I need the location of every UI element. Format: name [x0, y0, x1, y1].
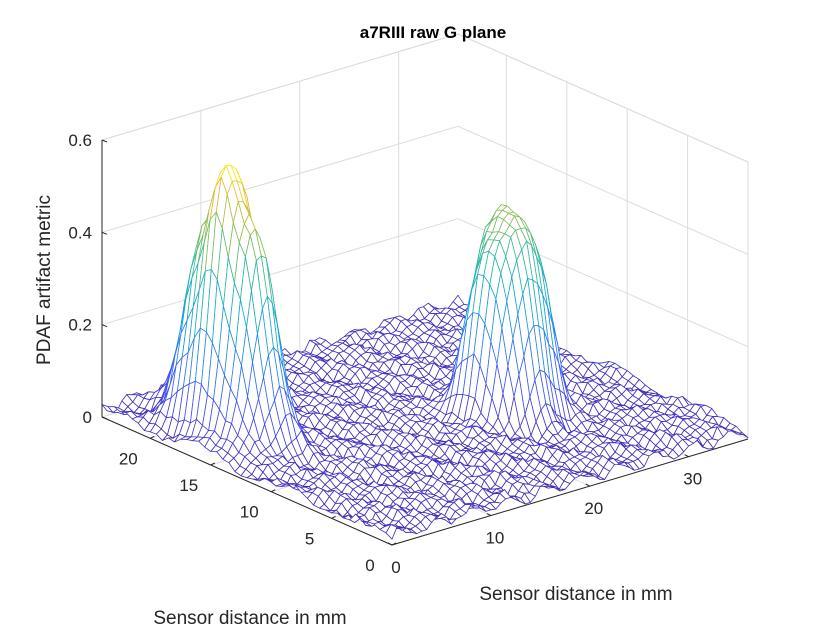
x-axis-label: Sensor distance in mm: [479, 584, 672, 605]
y-tick-label: 5: [305, 529, 314, 548]
grid-edge: [101, 33, 459, 141]
z-tick-label: 0.2: [68, 316, 92, 335]
z-tick-mark: [101, 231, 108, 235]
z-tick-mark: [101, 324, 108, 328]
x-tick-label: 0: [391, 558, 400, 577]
y-axis-label: Sensor distance in mm: [153, 608, 346, 629]
x-tick-label: 30: [683, 470, 702, 489]
y-tick-label: 20: [119, 449, 138, 468]
x-tick-label: 20: [584, 499, 603, 518]
y-tick-label: 10: [240, 503, 259, 522]
z-axis-label: PDAF artifact metric: [34, 195, 55, 365]
y-tick-label: 15: [179, 476, 198, 495]
grid-line-wall-z: [101, 125, 459, 233]
mesh-surface: [101, 165, 749, 540]
z-tick-mark: [101, 139, 108, 143]
chart-title: a7RIII raw G plane: [360, 23, 506, 42]
grid-line-wall-z: [457, 125, 749, 255]
z-tick-label: 0: [83, 408, 92, 427]
grid-edge: [457, 33, 749, 163]
y-tick-label: 0: [365, 556, 374, 575]
z-tick-label: 0.6: [68, 131, 92, 150]
z-tick-mark: [101, 416, 108, 420]
z-tick-label: 0.4: [68, 223, 92, 242]
x-tick-label: 10: [485, 529, 504, 548]
grid-line-wall-z: [101, 218, 459, 326]
